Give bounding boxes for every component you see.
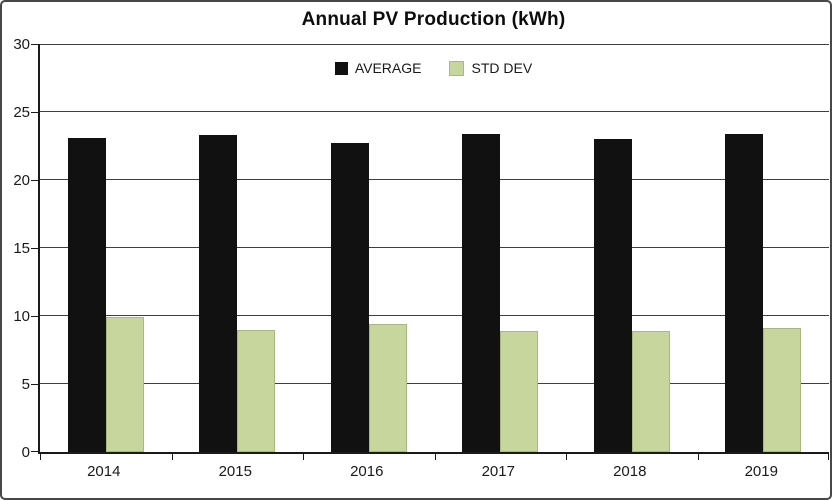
gridline-20 <box>40 179 829 180</box>
bar-std-dev-2019 <box>763 328 801 452</box>
x-axis-label-2017: 2017 <box>481 463 515 480</box>
y-axis-tick-30 <box>31 44 38 45</box>
y-axis-label-20: 20 <box>13 172 30 189</box>
y-axis-tick-0 <box>31 451 38 452</box>
y-axis-label-30: 30 <box>13 36 30 53</box>
x-axis-tick-5 <box>698 454 699 460</box>
legend-swatch-average-icon <box>334 61 348 75</box>
x-axis-label-2016: 2016 <box>350 463 384 480</box>
legend-swatch-std-dev-icon <box>449 60 465 76</box>
bar-average-2017 <box>462 134 500 452</box>
y-axis-tick-5 <box>31 384 38 385</box>
bar-average-2015 <box>199 135 237 452</box>
x-axis-tick-4 <box>566 454 567 460</box>
y-axis-label-25: 25 <box>13 104 30 121</box>
x-axis-label-2014: 2014 <box>87 463 121 480</box>
x-axis-tick-1 <box>172 454 173 460</box>
bar-average-2018 <box>594 139 632 452</box>
bar-std-dev-2015 <box>237 330 275 452</box>
y-axis-label-10: 10 <box>13 308 30 325</box>
bar-std-dev-2014 <box>106 317 144 452</box>
x-axis-tick-2 <box>303 454 304 460</box>
y-axis-label-0: 0 <box>21 444 30 461</box>
y-axis-tick-15 <box>31 248 38 249</box>
y-axis-labels: 0 5 10 15 20 25 30 <box>2 37 32 460</box>
legend-label-average: AVERAGE <box>354 60 422 76</box>
x-axis-tick-0 <box>40 454 41 460</box>
y-axis-tick-25 <box>31 112 38 113</box>
gridline-15 <box>40 247 829 248</box>
chart-title: Annual PV Production (kWh) <box>301 9 566 30</box>
bar-std-dev-2018 <box>632 331 670 452</box>
gridline-10 <box>40 315 829 316</box>
x-axis-tick-6 <box>828 454 829 460</box>
x-axis-labels: 2014 2015 2016 2017 2018 2019 <box>38 463 829 485</box>
legend-item-std-dev: STD DEV <box>449 60 532 76</box>
x-axis-label-2018: 2018 <box>613 463 647 480</box>
legend-item-average: AVERAGE <box>334 60 422 76</box>
bar-average-2019 <box>725 134 763 452</box>
legend: AVERAGE STD DEV <box>38 60 829 76</box>
x-axis-tick-3 <box>435 454 436 460</box>
gridline-30 <box>40 44 829 45</box>
y-axis-tick-10 <box>31 316 38 317</box>
bar-std-dev-2016 <box>369 324 407 452</box>
y-axis-label-15: 15 <box>13 240 30 257</box>
gridline-25 <box>40 111 829 112</box>
gridline-5 <box>40 383 829 384</box>
y-axis-tick-20 <box>31 180 38 181</box>
x-axis-label-2019: 2019 <box>744 463 778 480</box>
x-axis-label-2015: 2015 <box>218 463 252 480</box>
y-axis-label-5: 5 <box>21 376 30 393</box>
bar-average-2014 <box>68 138 106 452</box>
plot-area <box>31 44 829 460</box>
bar-std-dev-2017 <box>500 331 538 452</box>
bar-average-2016 <box>331 143 369 452</box>
legend-label-std-dev: STD DEV <box>471 60 533 76</box>
